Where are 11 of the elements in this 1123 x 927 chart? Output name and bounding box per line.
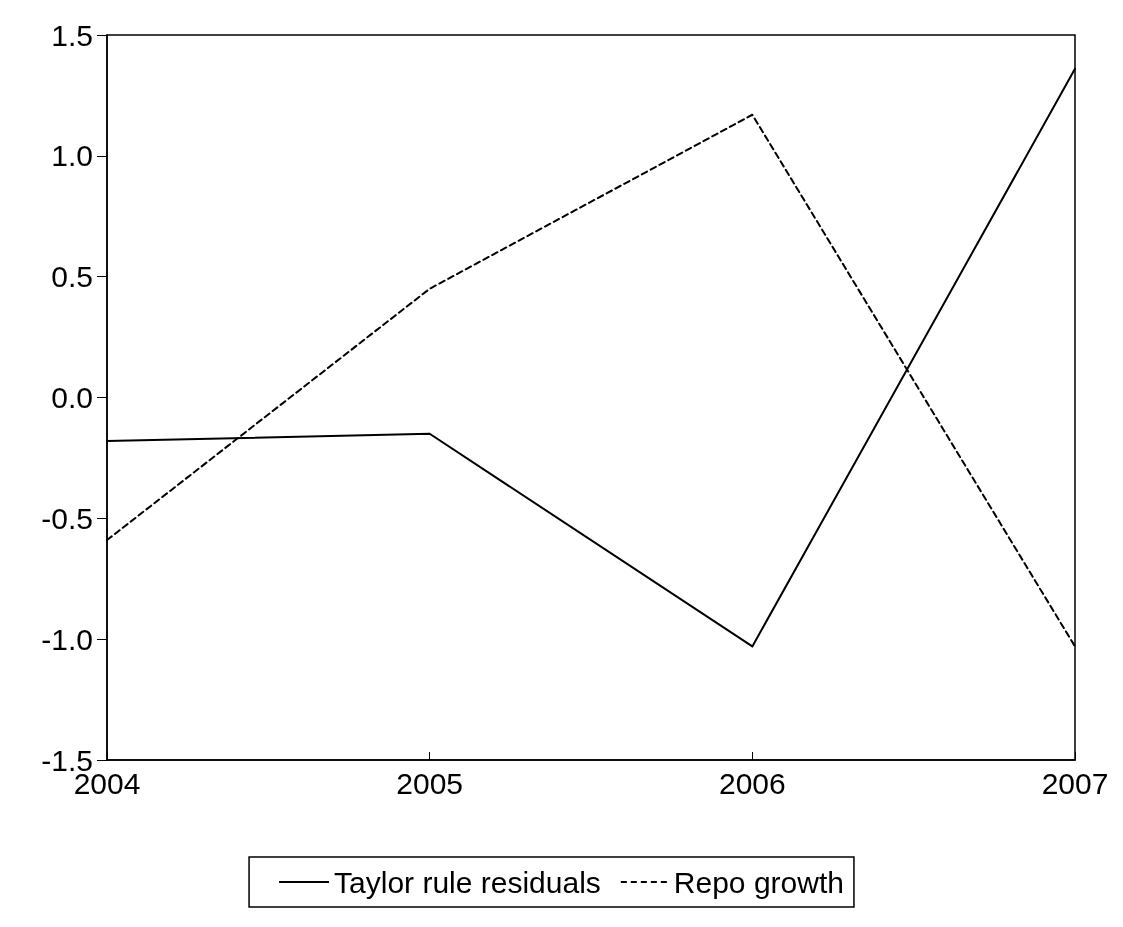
y-tick-label: 1.5 [51,18,93,52]
legend-label: Taylor rule residuals [334,865,601,899]
y-tick-label: 0.0 [51,381,93,414]
x-tick-label: 2006 [718,766,786,800]
y-tick-label: -0.5 [41,501,93,535]
x-tick-label: 2007 [1041,766,1109,800]
y-tick-label: -1.0 [41,622,93,656]
legend-label: Repo growth [673,865,844,899]
x-tick-label: 2005 [396,766,464,800]
y-tick-label: 1.0 [51,139,93,173]
y-tick-label: 0.5 [51,260,93,294]
